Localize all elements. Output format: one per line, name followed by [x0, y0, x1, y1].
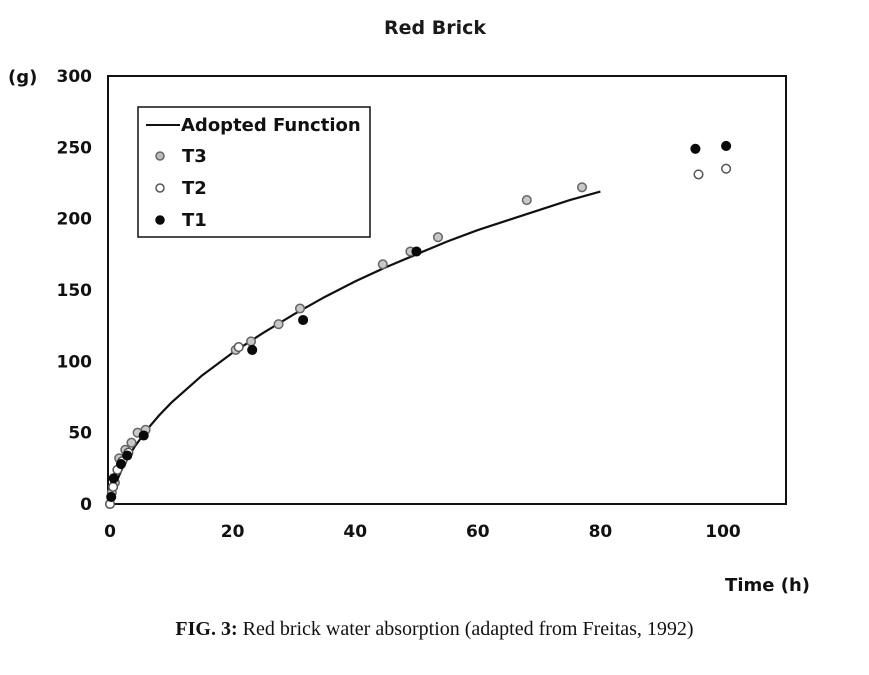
plot-area	[107, 75, 787, 505]
point-t3	[521, 195, 532, 206]
point-t3	[245, 336, 257, 347]
y-tick-label: 200	[57, 210, 93, 230]
legend-label-t3: T3	[182, 146, 207, 167]
y-tick-label: 150	[57, 281, 93, 301]
point-t3	[377, 259, 388, 270]
x-tick-label: 0	[104, 522, 116, 542]
legend-label-t2: T2	[182, 178, 207, 199]
x-tick-labels: 0 20 40 60 80 100	[104, 522, 741, 542]
legend-marker-t2	[155, 183, 165, 193]
legend-marker-t1	[155, 215, 165, 225]
point-t1	[411, 246, 422, 257]
caption-prefix: FIG. 3:	[175, 618, 238, 640]
series-line-adopted-function	[108, 190, 601, 505]
point-t2	[108, 481, 119, 492]
y-tick-label: 100	[57, 352, 93, 372]
point-t3	[126, 437, 137, 448]
x-tick-label: 60	[466, 522, 490, 542]
legend-marker-t3	[155, 151, 165, 161]
point-t1	[247, 344, 258, 355]
point-t1	[721, 140, 732, 151]
y-tick-label: 50	[68, 424, 92, 444]
point-t1	[298, 314, 309, 326]
y-tick-label: 250	[57, 138, 93, 158]
x-axis-label: Time (h)	[725, 575, 810, 596]
point-t1	[138, 430, 149, 441]
point-t2	[693, 169, 704, 180]
chart-title: Red Brick	[384, 17, 486, 39]
point-t2	[233, 342, 244, 353]
point-t3	[576, 182, 588, 193]
point-t1	[115, 459, 127, 470]
caption-text: Red brick water absorption (adapted from…	[237, 618, 694, 640]
figure-caption: FIG. 3: Red brick water absorption (adap…	[0, 618, 869, 641]
point-t2	[721, 163, 732, 174]
point-t1	[106, 491, 117, 502]
point-t3	[273, 319, 284, 330]
point-t1	[690, 143, 701, 154]
chart: Red Brick (g) Time (h) 05010015020025030…	[8, 17, 810, 596]
y-tick-label: 0	[80, 495, 92, 515]
legend-box	[137, 106, 371, 238]
y-axis-label: (g)	[8, 67, 37, 88]
x-tick-label: 80	[589, 522, 613, 542]
y-tick-labels: 0 50 100 150 200 250 300	[57, 67, 93, 515]
legend-label-t1: T1	[182, 210, 207, 231]
point-t3	[294, 303, 306, 314]
legend-label-adopted-function: Adopted Function	[181, 115, 361, 136]
x-tick-label: 40	[343, 522, 367, 542]
point-t1	[122, 450, 133, 461]
y-tick-label: 300	[57, 67, 93, 87]
x-tick-label: 20	[221, 522, 245, 542]
point-t1	[108, 473, 119, 484]
point-t3	[432, 232, 444, 243]
legend: Adopted Function T3 T2 T1	[137, 106, 371, 238]
x-tick-label: 100	[705, 522, 741, 542]
series-layer	[104, 140, 732, 510]
